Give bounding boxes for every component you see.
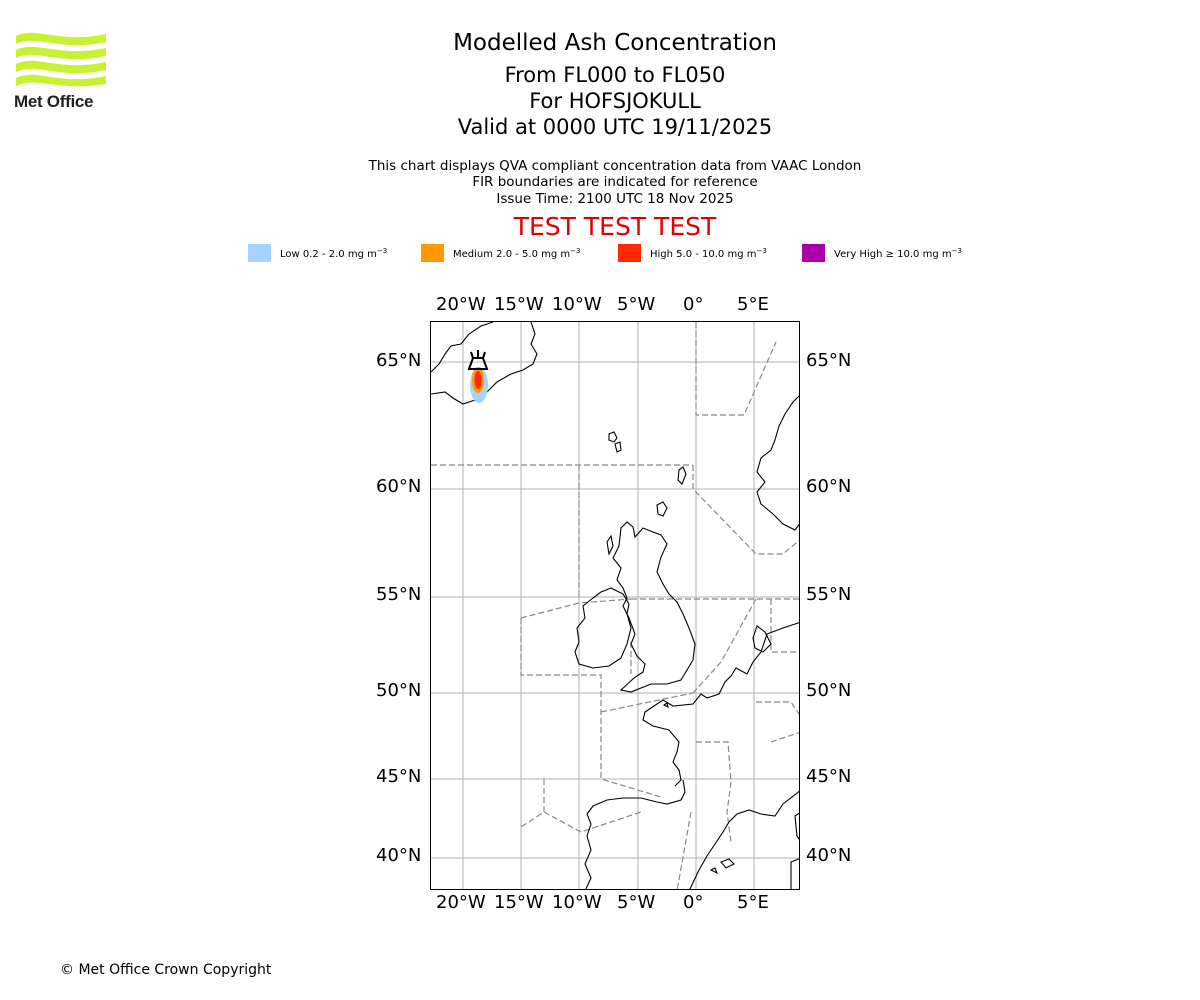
volcano-name: For HOFSJOKULL — [529, 89, 701, 113]
lon-label-bottom-15w: 15°W — [494, 892, 544, 913]
legend-item-high: High 5.0 - 10.0 mg m−3 — [618, 244, 767, 262]
legend-swatch-high — [618, 244, 641, 262]
graticule — [431, 322, 799, 889]
chart-title: Modelled Ash Concentration — [453, 30, 777, 56]
chart-description: This chart displays QVA compliant concen… — [368, 158, 862, 174]
map-canvas — [431, 322, 799, 889]
ash-plume — [470, 367, 488, 403]
lon-label-top-20w: 20°W — [436, 294, 486, 315]
valid-time: Valid at 0000 UTC 19/11/2025 — [457, 115, 773, 139]
legend-swatch-very-high — [802, 244, 825, 262]
lat-label-right-55n: 55°N — [806, 584, 852, 605]
issue-time: Issue Time: 2100 UTC 18 Nov 2025 — [496, 191, 734, 207]
map-panel — [430, 321, 800, 890]
lat-label-right-50n: 50°N — [806, 680, 852, 701]
lat-label-left-65n: 65°N — [376, 350, 422, 371]
copyright: © Met Office Crown Copyright — [60, 962, 272, 978]
lon-label-bottom-10w: 10°W — [552, 892, 602, 913]
lon-label-top-5e: 5°E — [737, 294, 769, 315]
lat-label-right-40n: 40°N — [806, 845, 852, 866]
fir-note: FIR boundaries are indicated for referen… — [472, 174, 758, 190]
legend-label-medium: Medium 2.0 - 5.0 mg m−3 — [453, 246, 581, 260]
flight-level-range: From FL000 to FL050 — [504, 63, 726, 87]
coastlines — [431, 322, 799, 889]
fir-boundaries — [431, 322, 799, 889]
volcano-icon — [467, 350, 489, 370]
legend-item-very-high: Very High ≥ 10.0 mg m−3 — [802, 244, 962, 262]
lon-label-bottom-20w: 20°W — [436, 892, 486, 913]
lon-label-top-15w: 15°W — [494, 294, 544, 315]
lon-label-top-10w: 10°W — [552, 294, 602, 315]
lat-label-left-45n: 45°N — [376, 766, 422, 787]
lon-label-top-5w: 5°W — [617, 294, 656, 315]
legend-swatch-medium — [421, 244, 444, 262]
lat-label-right-45n: 45°N — [806, 766, 852, 787]
legend-item-medium: Medium 2.0 - 5.0 mg m−3 — [421, 244, 580, 262]
met-office-logo: Met Office — [14, 30, 108, 112]
lat-label-left-40n: 40°N — [376, 845, 422, 866]
lat-label-left-50n: 50°N — [376, 680, 422, 701]
legend-swatch-low — [248, 244, 271, 262]
lon-label-bottom-0: 0° — [683, 892, 704, 913]
legend-label-very-high: Very High ≥ 10.0 mg m−3 — [834, 246, 962, 260]
test-warning: TEST TEST TEST — [513, 212, 717, 241]
lat-label-left-55n: 55°N — [376, 584, 422, 605]
lon-label-bottom-5e: 5°E — [737, 892, 769, 913]
legend-label-low: Low 0.2 - 2.0 mg m−3 — [280, 246, 388, 260]
lat-label-right-60n: 60°N — [806, 476, 852, 497]
lon-label-bottom-5w: 5°W — [617, 892, 656, 913]
ash-area-high — [474, 371, 482, 389]
lat-label-right-65n: 65°N — [806, 350, 852, 371]
logo-text: Met Office — [14, 92, 94, 111]
lon-label-top-0: 0° — [683, 294, 704, 315]
met-office-waves-icon — [16, 32, 106, 87]
lat-label-left-60n: 60°N — [376, 476, 422, 497]
legend-item-low: Low 0.2 - 2.0 mg m−3 — [248, 244, 387, 262]
legend-label-high: High 5.0 - 10.0 mg m−3 — [650, 246, 767, 260]
